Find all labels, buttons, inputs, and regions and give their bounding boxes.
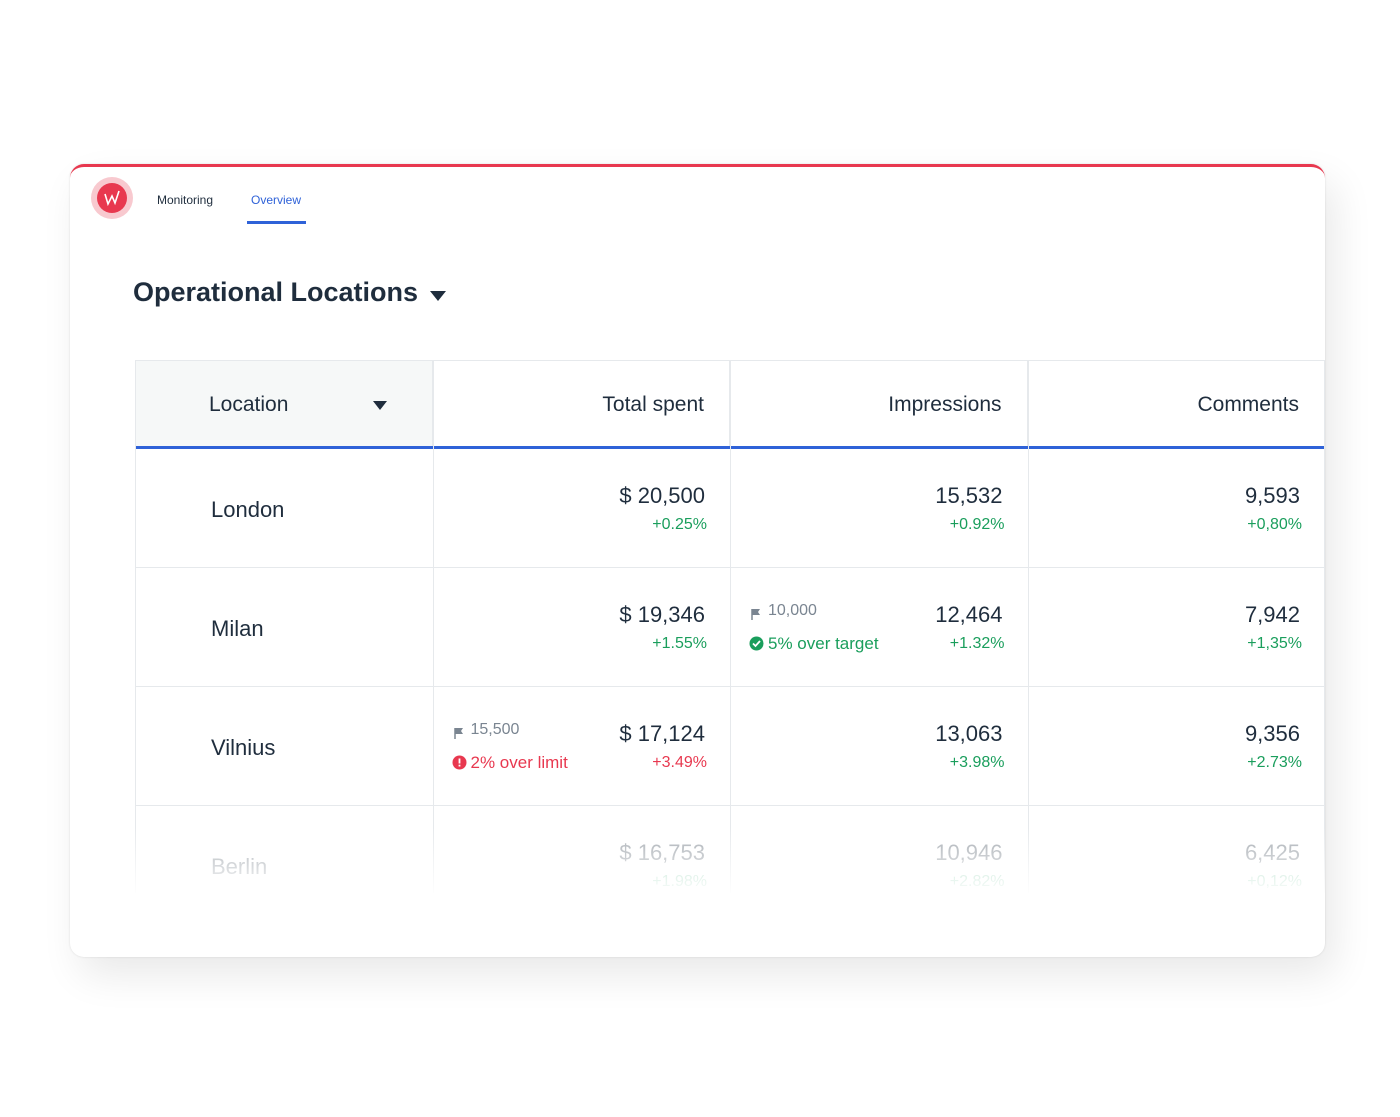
column-header-label: Total spent bbox=[602, 393, 704, 416]
page-title: Operational Locations bbox=[133, 277, 419, 307]
table-row: Vilnius $ 17,124 +3.49% 15,500 2% over limit… bbox=[135, 687, 1325, 806]
cell-value: 7,942 bbox=[1244, 602, 1300, 627]
location-name: Vilnius bbox=[211, 735, 276, 760]
status-note: 2% over limit bbox=[470, 753, 568, 772]
cell-change: +0.25% bbox=[652, 516, 707, 533]
status-icon bbox=[749, 636, 764, 656]
tab[interactable]: Monitoring bbox=[157, 193, 214, 207]
location-name: Milan bbox=[211, 616, 264, 641]
target-value: 10,000 bbox=[768, 602, 817, 619]
cell-value: 13,063 bbox=[935, 721, 1003, 746]
column-divider bbox=[730, 360, 731, 893]
target-value: 15,500 bbox=[470, 721, 520, 738]
column-divider bbox=[432, 360, 434, 893]
status-note: 5% over target bbox=[768, 634, 879, 653]
cell-change: +2.73% bbox=[1247, 754, 1302, 771]
cell-change: +1.32% bbox=[949, 635, 1005, 652]
column-divider bbox=[1324, 360, 1325, 893]
cell-change: +3.98% bbox=[949, 754, 1005, 771]
cell-value: 9,356 bbox=[1244, 721, 1300, 746]
cell-value: 12,464 bbox=[935, 602, 1003, 627]
cell-value: 15,532 bbox=[935, 483, 1003, 508]
data-table: Location Total spent Impressions Comments Lo… bbox=[135, 360, 1325, 893]
column-header-label: Comments bbox=[1197, 393, 1299, 416]
status-icon bbox=[452, 755, 467, 775]
column-header: Comments bbox=[1027, 360, 1325, 447]
cell-value: 9,593 bbox=[1244, 483, 1300, 508]
target-flag bbox=[453, 726, 465, 744]
column-divider bbox=[1027, 360, 1029, 893]
target-flag bbox=[750, 607, 762, 625]
title-dropdown[interactable] bbox=[430, 291, 446, 301]
cell-value: $ 19,346 bbox=[619, 602, 705, 627]
sort-dropdown[interactable] bbox=[373, 401, 387, 410]
column-header: Impressions bbox=[730, 360, 1028, 447]
column-divider bbox=[135, 360, 136, 893]
tab-underline bbox=[247, 221, 306, 224]
location-name: London bbox=[211, 497, 285, 522]
cell-value: $ 20,500 bbox=[619, 483, 705, 508]
app-card: Monitoring Overview Operational Location… bbox=[70, 164, 1325, 957]
cell-change: +0,80% bbox=[1247, 516, 1302, 533]
cell-change: +3.49% bbox=[652, 754, 707, 771]
cell-value: $ 17,124 bbox=[619, 721, 705, 746]
logo[interactable] bbox=[90, 176, 134, 220]
cell-change: +0.92% bbox=[949, 516, 1005, 533]
column-header-label: Impressions bbox=[888, 393, 1002, 416]
column-header: Total spent bbox=[432, 360, 730, 447]
column-header[interactable]: Location bbox=[135, 360, 433, 447]
tab-active[interactable]: Overview bbox=[251, 193, 302, 207]
cell-change: +1,35% bbox=[1247, 635, 1302, 652]
column-header-label: Location bbox=[209, 393, 289, 416]
cell-change: +1.55% bbox=[652, 635, 707, 652]
fade bbox=[70, 827, 1325, 897]
table-row: Milan $ 19,346 +1.55% 12,464 +1.32% 10,000 5% … bbox=[135, 568, 1325, 687]
